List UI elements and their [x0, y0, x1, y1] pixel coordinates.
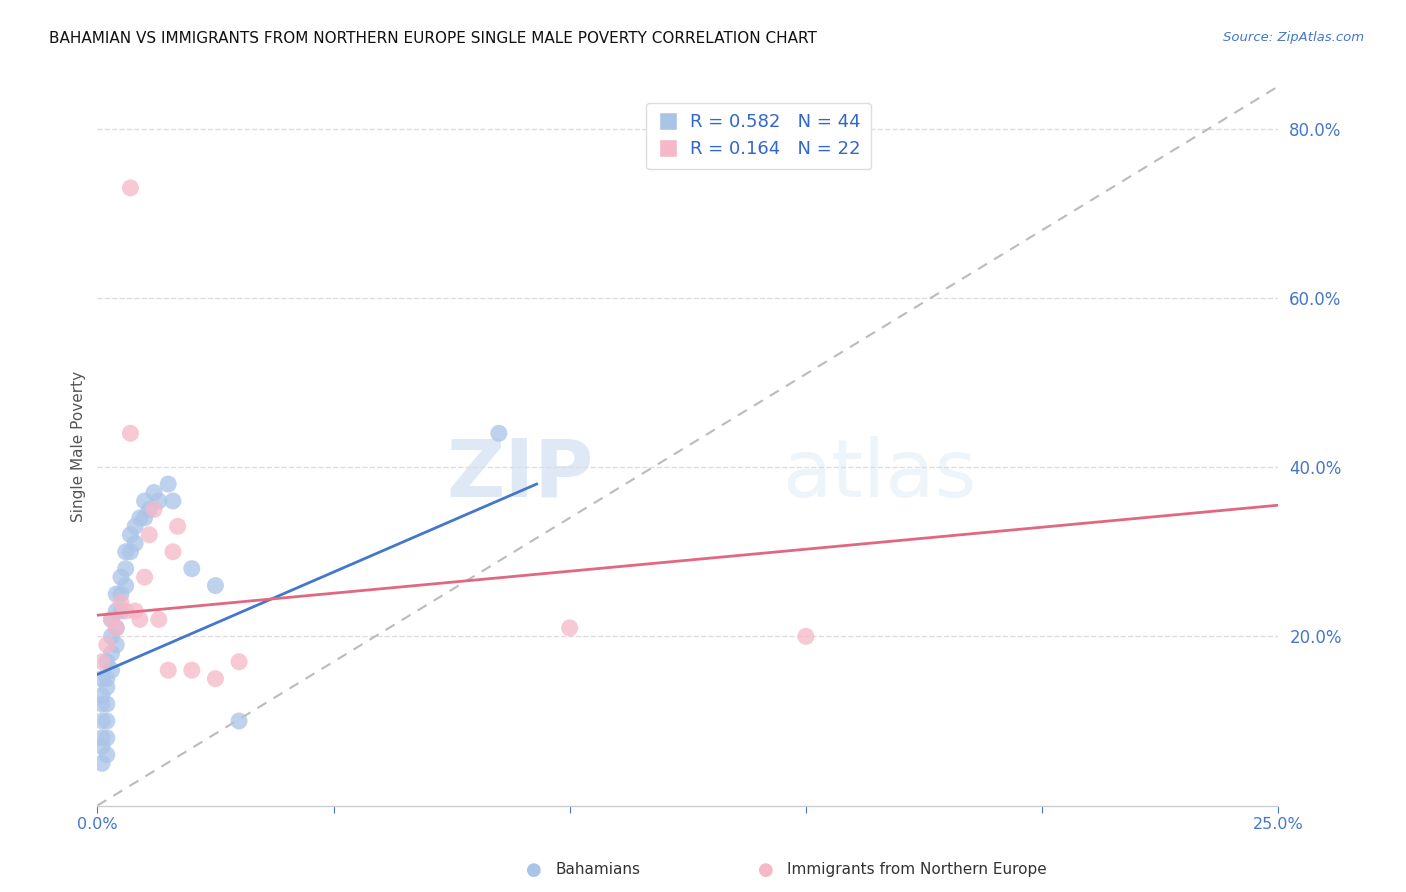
- Point: [91, 689, 114, 703]
- Text: ZIP: ZIP: [446, 436, 593, 514]
- Point: [148, 612, 170, 626]
- Point: [110, 570, 132, 584]
- Point: [228, 655, 250, 669]
- Point: [110, 587, 132, 601]
- Point: [96, 697, 118, 711]
- Text: ●: ●: [526, 861, 543, 879]
- Point: [96, 680, 118, 694]
- Point: [128, 511, 150, 525]
- Point: [138, 528, 160, 542]
- Point: [105, 587, 128, 601]
- Point: [162, 545, 184, 559]
- Point: [91, 714, 114, 728]
- Point: [204, 578, 226, 592]
- Text: Source: ZipAtlas.com: Source: ZipAtlas.com: [1223, 31, 1364, 45]
- Point: [105, 604, 128, 618]
- Y-axis label: Single Male Poverty: Single Male Poverty: [72, 370, 86, 522]
- Point: [110, 604, 132, 618]
- Point: [114, 545, 136, 559]
- Point: [120, 528, 142, 542]
- Point: [105, 621, 128, 635]
- Text: BAHAMIAN VS IMMIGRANTS FROM NORTHERN EUROPE SINGLE MALE POVERTY CORRELATION CHAR: BAHAMIAN VS IMMIGRANTS FROM NORTHERN EUR…: [49, 31, 817, 46]
- Point: [96, 714, 118, 728]
- Point: [157, 477, 180, 491]
- Point: [96, 747, 118, 762]
- Point: [143, 502, 166, 516]
- Point: [91, 739, 114, 754]
- Point: [120, 426, 142, 441]
- Text: ●: ●: [758, 861, 775, 879]
- Point: [120, 181, 142, 195]
- Point: [96, 731, 118, 745]
- Text: atlas: atlas: [782, 436, 977, 514]
- Point: [114, 562, 136, 576]
- Point: [162, 494, 184, 508]
- Point: [120, 545, 142, 559]
- Point: [105, 638, 128, 652]
- Point: [100, 663, 122, 677]
- Point: [114, 578, 136, 592]
- Point: [166, 519, 188, 533]
- Point: [124, 519, 146, 533]
- Legend: R = 0.582   N = 44, R = 0.164   N = 22: R = 0.582 N = 44, R = 0.164 N = 22: [647, 103, 870, 169]
- Point: [134, 511, 156, 525]
- Point: [114, 604, 136, 618]
- Point: [100, 612, 122, 626]
- Point: [100, 629, 122, 643]
- Point: [96, 672, 118, 686]
- Point: [110, 595, 132, 609]
- Point: [558, 621, 581, 635]
- Text: Bahamians: Bahamians: [555, 863, 640, 877]
- Point: [96, 638, 118, 652]
- Point: [794, 629, 817, 643]
- Point: [134, 494, 156, 508]
- Point: [91, 672, 114, 686]
- Point: [91, 756, 114, 771]
- Point: [180, 562, 202, 576]
- Point: [91, 655, 114, 669]
- Point: [128, 612, 150, 626]
- Point: [124, 604, 146, 618]
- Point: [143, 485, 166, 500]
- Point: [91, 731, 114, 745]
- Point: [180, 663, 202, 677]
- Point: [228, 714, 250, 728]
- Point: [488, 426, 510, 441]
- Point: [124, 536, 146, 550]
- Point: [105, 621, 128, 635]
- Point: [148, 494, 170, 508]
- Point: [157, 663, 180, 677]
- Point: [204, 672, 226, 686]
- Text: Immigrants from Northern Europe: Immigrants from Northern Europe: [787, 863, 1047, 877]
- Point: [91, 697, 114, 711]
- Point: [138, 502, 160, 516]
- Point: [96, 655, 118, 669]
- Point: [100, 646, 122, 660]
- Point: [100, 612, 122, 626]
- Point: [134, 570, 156, 584]
